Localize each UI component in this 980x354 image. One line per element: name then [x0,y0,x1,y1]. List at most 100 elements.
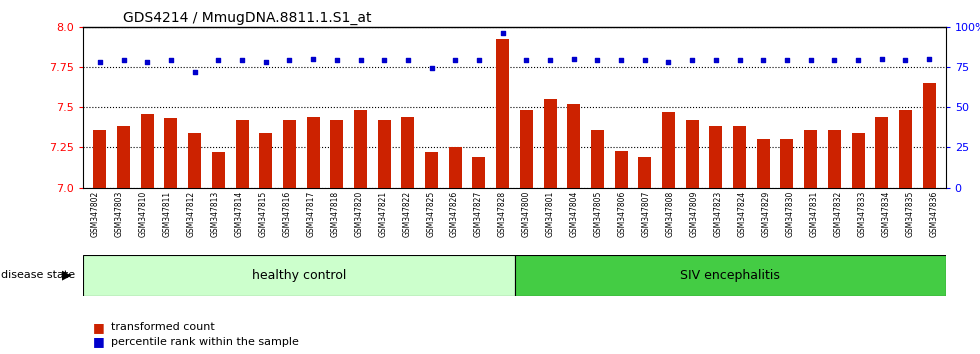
Bar [496,39,510,188]
Bar [330,120,343,188]
Bar [354,110,368,188]
Bar [307,117,319,188]
Bar [514,255,946,296]
Text: GSM347827: GSM347827 [474,191,483,237]
Text: GSM347835: GSM347835 [906,191,914,237]
Bar [686,120,699,188]
Text: GSM347801: GSM347801 [546,191,555,237]
Bar [828,130,841,188]
Text: GSM347836: GSM347836 [929,191,938,237]
Point [779,58,795,63]
Point [684,58,700,63]
Text: GSM347813: GSM347813 [211,191,220,237]
Bar [283,120,296,188]
Text: GSM347805: GSM347805 [594,191,603,237]
Bar [591,130,604,188]
Point [353,58,368,63]
Text: GSM347804: GSM347804 [570,191,579,237]
Text: GSM347828: GSM347828 [498,191,507,237]
Bar [780,139,794,188]
Point [613,58,629,63]
Point [803,58,818,63]
Point [163,58,178,63]
Point [542,58,558,63]
Point [756,58,771,63]
Text: transformed count: transformed count [111,322,215,332]
Text: GSM347822: GSM347822 [402,191,412,237]
Bar [805,130,817,188]
Text: GSM347806: GSM347806 [617,191,627,237]
Text: GSM347812: GSM347812 [186,191,196,237]
Bar [472,157,485,188]
Point [471,58,487,63]
Point [565,56,581,62]
Bar [141,114,154,188]
Bar [899,110,912,188]
Bar [567,104,580,188]
Point [898,58,913,63]
Point [826,58,842,63]
Bar [402,117,415,188]
Bar [544,99,557,188]
Bar [710,126,722,188]
Point [661,59,676,65]
Text: GSM347815: GSM347815 [259,191,268,237]
Text: GSM347818: GSM347818 [330,191,339,237]
Point [448,58,464,63]
Point [258,59,273,65]
Text: GSM347820: GSM347820 [355,191,364,237]
Text: GSM347824: GSM347824 [738,191,747,237]
Bar [614,150,627,188]
Text: GSM347808: GSM347808 [665,191,674,237]
Bar [188,133,201,188]
Bar [662,112,675,188]
Text: GSM347830: GSM347830 [786,191,795,237]
Point [708,58,723,63]
Text: ■: ■ [93,321,105,334]
Bar [377,120,391,188]
Text: GSM347803: GSM347803 [115,191,123,237]
Bar [875,117,888,188]
Text: GSM347832: GSM347832 [833,191,843,237]
Bar [117,126,130,188]
Point [116,58,131,63]
Point [423,65,439,71]
Point [329,58,345,63]
Text: ▶: ▶ [62,269,72,282]
Text: GDS4214 / MmugDNA.8811.1.S1_at: GDS4214 / MmugDNA.8811.1.S1_at [122,11,371,25]
Bar [733,126,746,188]
Point [874,56,890,62]
Bar [449,147,462,188]
Text: GSM347831: GSM347831 [809,191,818,237]
Point [187,69,203,74]
Point [281,58,297,63]
Bar [922,83,936,188]
Text: healthy control: healthy control [252,269,346,282]
Bar [83,255,514,296]
Text: GSM347814: GSM347814 [234,191,243,237]
Point [518,58,534,63]
Bar [852,133,864,188]
Point [376,58,392,63]
Bar [165,118,177,188]
Text: disease state: disease state [1,270,75,280]
Text: GSM347802: GSM347802 [91,191,100,237]
Bar [93,130,107,188]
Text: GSM347816: GSM347816 [282,191,291,237]
Text: GSM347821: GSM347821 [378,191,387,237]
Point [921,56,937,62]
Point [732,58,748,63]
Point [637,58,653,63]
Bar [757,139,769,188]
Text: GSM347809: GSM347809 [690,191,699,237]
Text: ■: ■ [93,335,105,348]
Point [306,56,321,62]
Text: SIV encephalitis: SIV encephalitis [680,269,780,282]
Text: GSM347807: GSM347807 [642,191,651,237]
Bar [235,120,249,188]
Bar [519,110,533,188]
Text: GSM347826: GSM347826 [450,191,459,237]
Bar [425,152,438,188]
Text: GSM347817: GSM347817 [307,191,316,237]
Text: GSM347800: GSM347800 [522,191,531,237]
